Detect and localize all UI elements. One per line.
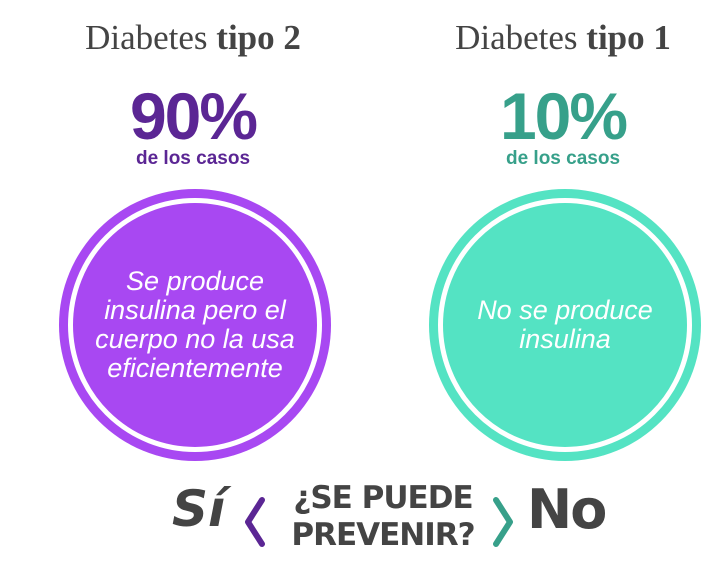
type1-circle-ring: No se produce insulina <box>438 198 692 452</box>
type2-subtitle: de los casos <box>135 148 251 169</box>
type2-circle-ring: Se produce insulina pero el cuerpo no la… <box>68 198 322 452</box>
prevent-no: No <box>527 478 607 541</box>
type2-title-bold: tipo 2 <box>216 18 301 57</box>
type2-circle: Se produce insulina pero el cuerpo no la… <box>59 189 331 461</box>
prevent-question-line2: PREVENIR? <box>291 517 475 553</box>
type1-title-plain: Diabetes <box>455 18 578 57</box>
type2-title: Diabetes tipo 2 <box>8 18 378 58</box>
type1-percent: 10% <box>499 79 628 153</box>
type1-title: Diabetes tipo 1 <box>378 18 726 58</box>
type2-percent: 90% <box>129 79 258 153</box>
type2-description: Se produce insulina pero el cuerpo no la… <box>95 266 295 383</box>
type1-title-bold: tipo 1 <box>586 18 671 57</box>
prevent-question: ¿SE PUEDE PREVENIR? <box>288 480 478 554</box>
type1-circle: No se produce insulina <box>429 189 701 461</box>
type1-subtitle: de los casos <box>505 148 621 169</box>
prevent-question-line1: ¿SE PUEDE <box>293 480 473 516</box>
chevron-right-icon <box>493 497 513 547</box>
prevent-yes: Sí <box>172 480 226 538</box>
type2-title-plain: Diabetes <box>85 18 208 57</box>
chevron-left-icon <box>245 497 265 547</box>
type1-description: No se produce insulina <box>477 295 653 354</box>
